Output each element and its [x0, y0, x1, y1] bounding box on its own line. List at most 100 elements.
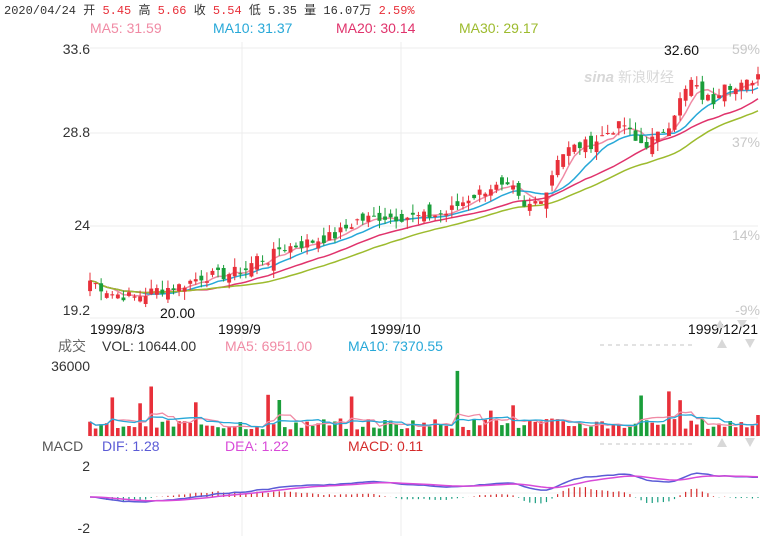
volume-bar-66 — [455, 370, 460, 436]
candle-body-32 — [266, 263, 271, 265]
volume-bar-81 — [539, 421, 543, 436]
volume-bar-83 — [550, 418, 554, 436]
candle-body-44 — [333, 232, 337, 239]
candle-body-45 — [338, 227, 343, 233]
candle-body-17 — [182, 287, 187, 292]
volume-bar-26 — [232, 426, 237, 436]
volume-bar-94 — [611, 424, 616, 436]
volume-bar-29 — [249, 429, 254, 436]
volume-bar-99 — [639, 395, 643, 436]
volume-bar-39 — [305, 421, 309, 436]
candle-body-18 — [188, 280, 193, 284]
candle-body-101 — [650, 136, 655, 155]
volume-down-arrow-icon — [745, 339, 755, 348]
candle-body-85 — [561, 154, 566, 167]
volume-bar-71 — [483, 419, 487, 436]
candle-body-19 — [193, 279, 198, 282]
volume-bar-15 — [171, 426, 176, 436]
volume-bar-111 — [706, 428, 710, 436]
macd-ytick-1: -2 — [78, 520, 91, 536]
candle-body-93 — [605, 133, 610, 134]
candle-body-92 — [600, 135, 605, 137]
control-dot-1-1 — [608, 443, 612, 445]
control-dot-1-5 — [640, 443, 644, 445]
candle-body-55 — [394, 216, 399, 222]
candle-body-13 — [160, 289, 165, 294]
info-open: 5.45 — [102, 4, 132, 18]
candle-body-33 — [271, 248, 276, 271]
volume-bar-20 — [199, 424, 204, 436]
volume-bar-32 — [266, 394, 270, 436]
price-up-arrow-icon — [715, 320, 725, 328]
volume-bar-51 — [372, 427, 376, 436]
volume-bar-69 — [472, 418, 476, 436]
info-low-label: 低 — [248, 4, 261, 18]
volume-bar-61 — [427, 426, 432, 436]
candle-body-4 — [110, 294, 115, 296]
candle-body-110 — [700, 81, 705, 100]
candle-body-84 — [555, 160, 560, 176]
candle-body-115 — [728, 86, 733, 90]
candle-body-6 — [121, 297, 126, 301]
pct-tick-1: 37% — [732, 134, 760, 150]
control-dot-0-3 — [624, 344, 628, 346]
candle-body-23 — [216, 267, 220, 270]
candle-body-39 — [305, 239, 310, 248]
candle-body-79 — [527, 203, 532, 211]
volume-bar-109 — [695, 424, 699, 436]
candle-body-15 — [171, 288, 176, 290]
macd-plot — [89, 472, 759, 504]
volume-bar-5 — [116, 428, 120, 436]
candle-body-25 — [227, 274, 232, 283]
volume-bar-3 — [104, 423, 109, 436]
volume-bar-95 — [617, 425, 621, 436]
volume-bar-16 — [177, 421, 181, 436]
volume-bar-96 — [622, 427, 627, 436]
macd-ytick-0: 2 — [82, 458, 90, 474]
volume-bar-1 — [93, 428, 98, 436]
candle-body-68 — [466, 200, 471, 204]
volume-bar-30 — [255, 426, 259, 436]
candle-body-58 — [410, 212, 415, 215]
candle-body-5 — [115, 294, 120, 299]
candle-body-60 — [422, 211, 426, 222]
candle-body-43 — [327, 232, 332, 241]
candle-body-95 — [616, 121, 621, 129]
dea-line — [90, 475, 759, 502]
volume-bar-9 — [138, 403, 142, 436]
candle-body-14 — [166, 288, 170, 300]
volume-ma10-line — [89, 414, 759, 428]
info-volume: 16.07万 — [323, 4, 372, 18]
macd-down-arrow-icon — [745, 438, 755, 447]
volume-bar-90 — [589, 426, 593, 436]
candle-body-34 — [277, 247, 282, 250]
candle-body-53 — [383, 216, 387, 220]
candle-body-64 — [444, 213, 449, 216]
volume-bar-105 — [672, 419, 677, 436]
candle-body-94 — [611, 133, 616, 135]
volume-bar-107 — [683, 428, 688, 436]
ma20-line — [89, 98, 759, 294]
volume-bar-104 — [667, 391, 671, 436]
candle-body-103 — [661, 131, 666, 133]
price-tick-1: 28.8 — [63, 124, 90, 140]
volume-bar-102 — [656, 424, 660, 436]
candle-body-102 — [655, 131, 660, 142]
volume-bar-100 — [644, 420, 649, 436]
volume-bar-67 — [461, 426, 465, 436]
candle-body-72 — [488, 189, 493, 196]
candle-body-107 — [683, 88, 688, 101]
volume-bar-45 — [338, 418, 343, 436]
volume-bar-108 — [689, 420, 693, 436]
volume-bar-4 — [110, 397, 115, 436]
volume-bar-89 — [583, 428, 588, 436]
control-dot-0-7 — [656, 344, 660, 346]
candle-body-119 — [750, 82, 755, 86]
volume-bar-31 — [260, 429, 265, 436]
candle-body-12 — [154, 288, 159, 295]
volume-bar-65 — [450, 428, 454, 436]
candle-body-114 — [722, 84, 727, 102]
candle-body-27 — [238, 273, 243, 275]
volume-bar-106 — [678, 400, 682, 436]
control-dot-1-11 — [688, 443, 692, 445]
